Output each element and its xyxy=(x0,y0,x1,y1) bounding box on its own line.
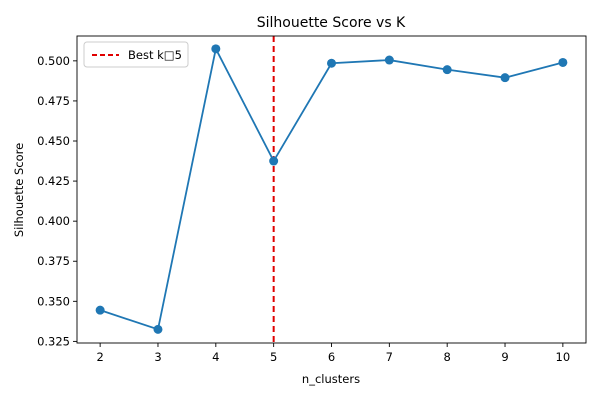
x-tick-label: 8 xyxy=(444,350,451,364)
x-tick-label: 5 xyxy=(270,350,277,364)
y-tick-label: 0.350 xyxy=(37,294,70,308)
legend-entry-best-k: Best k□5 xyxy=(128,48,182,62)
data-point-k-9 xyxy=(500,73,510,83)
data-point-k-3 xyxy=(153,324,163,334)
legend-frame xyxy=(83,41,189,68)
y-tick-label: 0.325 xyxy=(37,334,70,348)
legend: Best k□5 xyxy=(83,41,189,68)
y-axis-ticks: 0.325 0.350 0.375 0.400 0.425 0.450 0.475 0.500 xyxy=(37,54,77,348)
data-point-k-10 xyxy=(558,57,568,67)
y-tick-label: 0.450 xyxy=(37,134,70,148)
x-tick-label: 6 xyxy=(328,350,335,364)
x-tick-label: 10 xyxy=(556,350,571,364)
x-axis-label: n_clusters xyxy=(302,372,360,386)
data-point-k-7 xyxy=(384,55,394,65)
y-tick-label: 0.475 xyxy=(37,94,70,108)
x-axis-ticks: 2 3 4 5 6 7 8 9 10 xyxy=(96,343,570,364)
y-tick-label: 0.400 xyxy=(37,214,70,228)
data-point-k-5 xyxy=(269,156,279,166)
data-point-k-8 xyxy=(442,65,452,75)
data-point-k-2 xyxy=(95,305,105,315)
x-tick-label: 7 xyxy=(386,350,393,364)
x-tick-label: 2 xyxy=(96,350,103,364)
data-point-k-6 xyxy=(327,58,336,68)
x-tick-label: 3 xyxy=(154,350,161,364)
y-tick-label: 0.425 xyxy=(37,174,70,188)
series-line xyxy=(99,46,564,331)
x-tick-label: 9 xyxy=(501,350,508,364)
plot-area-frame xyxy=(76,35,587,344)
data-point-k-4 xyxy=(211,44,221,54)
chart-title: Silhouette Score vs K xyxy=(257,15,406,31)
y-tick-label: 0.375 xyxy=(37,254,70,268)
series-layer xyxy=(95,44,568,334)
y-axis-label: Silhouette Score xyxy=(12,143,26,237)
y-tick-label: 0.500 xyxy=(37,54,70,68)
x-tick-label: 4 xyxy=(212,350,219,364)
